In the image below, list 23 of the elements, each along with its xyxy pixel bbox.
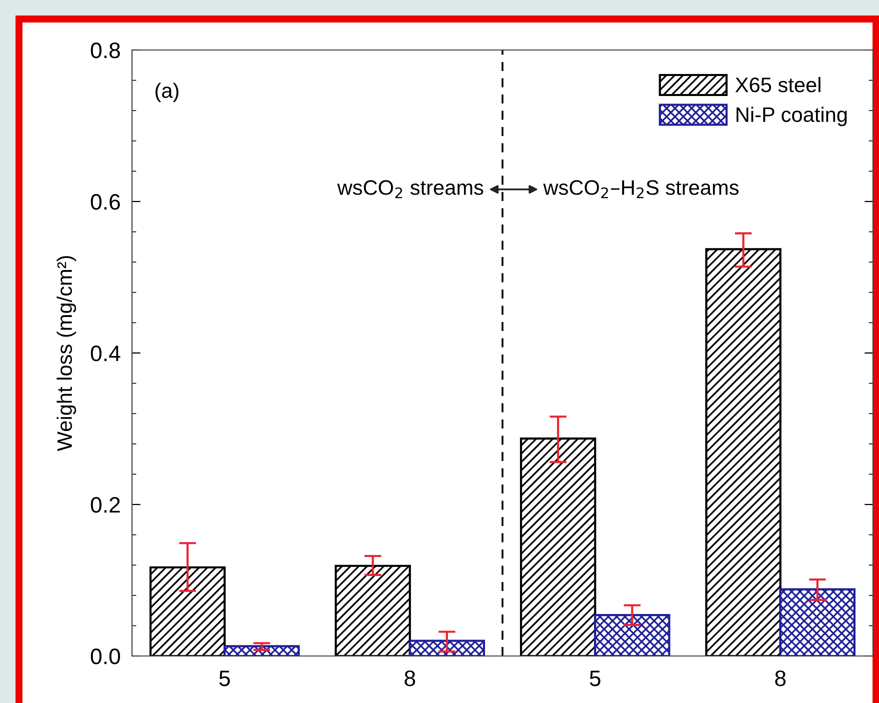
y-tick-label: 0.2 (90, 497, 120, 513)
y-tick-label: 0.0 (90, 648, 120, 664)
y-tick-label: 0.8 (90, 42, 120, 58)
y-axis-title: Weight loss (mg/cm²) (56, 256, 76, 452)
annotation: wsCO$_{2}$ streams (337, 180, 484, 198)
bar (594, 614, 670, 656)
bar (149, 566, 226, 656)
y-tick-label: 0.4 (90, 346, 120, 362)
legend-label: Ni-P coating (736, 106, 847, 126)
x-tick-label: 8 (775, 670, 786, 686)
bar (408, 640, 486, 656)
x-tick-label: 5 (219, 670, 230, 686)
bar (224, 645, 300, 656)
x-tick-label: 5 (590, 670, 600, 686)
bar (705, 248, 782, 656)
bar (779, 588, 856, 656)
annotation: wsCO$_{2}$–H$_{2}$S streams (543, 180, 739, 198)
bar (334, 564, 411, 656)
legend-label: X65 steel (735, 76, 820, 92)
annotation: (a) (156, 82, 178, 102)
bar (520, 438, 596, 656)
x-tick-label: 8 (404, 670, 416, 686)
y-tick-label: 0.6 (90, 194, 120, 210)
